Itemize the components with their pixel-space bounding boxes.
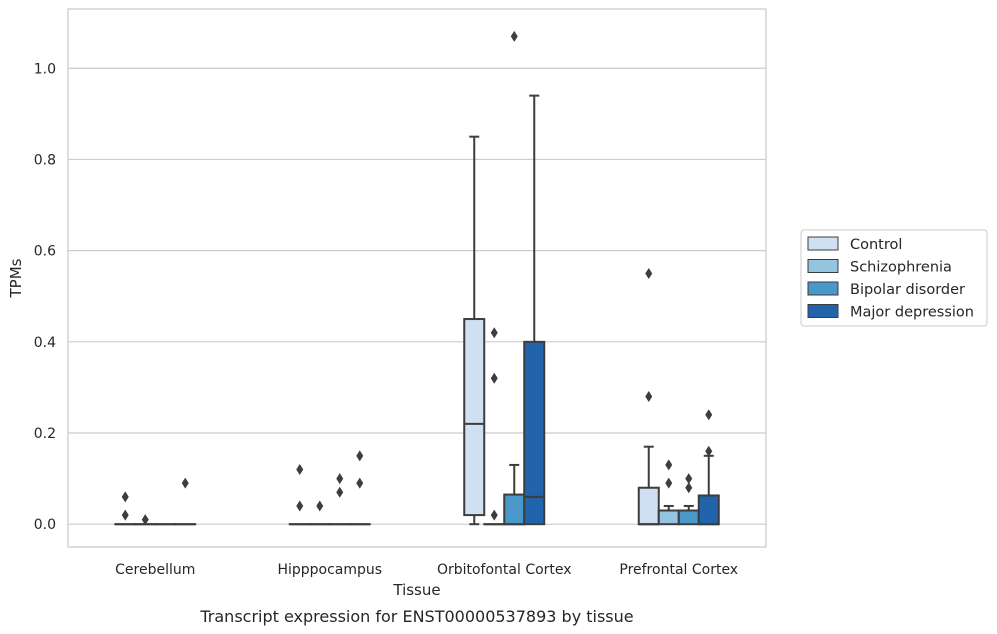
outlier-point	[490, 327, 498, 339]
chart-caption: Transcript expression for ENST0000053789…	[199, 607, 633, 626]
legend-entry: Schizophrenia	[850, 260, 952, 276]
outlier-point	[705, 445, 713, 457]
box-group	[174, 477, 197, 526]
box-group	[134, 514, 157, 526]
y-axis-label: TPMs	[7, 258, 25, 298]
outlier-point	[510, 30, 518, 42]
outlier-point	[685, 473, 693, 485]
x-tick-label: Cerebellum	[115, 562, 195, 578]
legend-entry: Major depression	[850, 305, 974, 321]
box-group	[348, 450, 371, 526]
legend: Control Schizophrenia Bipolar disorder Majo…	[800, 229, 988, 327]
x-tick-label: Orbitofontal Cortex	[437, 562, 572, 578]
outlier-point	[490, 372, 498, 384]
y-tick-label: 0.0	[34, 517, 56, 533]
outlier-point	[356, 477, 364, 489]
box-group	[657, 459, 680, 526]
x-tick-label: Prefrontal Cortex	[619, 562, 738, 578]
box-group	[308, 500, 331, 526]
outlier-point	[356, 450, 364, 462]
box-group	[503, 30, 526, 526]
outlier-point	[121, 491, 129, 503]
outlier-point	[336, 486, 344, 498]
outlier-point	[316, 500, 324, 512]
box-layer	[114, 30, 720, 526]
legend-swatch	[807, 304, 839, 318]
y-tick-label: 0.6	[34, 244, 56, 260]
box	[657, 509, 680, 526]
box-group	[637, 267, 660, 526]
outlier-point	[665, 477, 673, 489]
legend-frame	[800, 229, 988, 327]
box-group	[697, 409, 720, 526]
box-group	[677, 473, 700, 526]
grid-lines	[68, 67, 766, 525]
legend-swatch	[807, 259, 839, 273]
box-group	[328, 473, 351, 526]
y-tick-label: 0.8	[34, 152, 56, 168]
x-tick-labels: Cerebellum Hipppocampus Orbitofontal Corte…	[115, 562, 738, 578]
box	[637, 486, 660, 526]
x-tick-label: Hipppocampus	[277, 562, 382, 578]
y-tick-labels: 0.0 0.2 0.4 0.6 0.8 1.0	[34, 61, 56, 533]
outlier-point	[685, 482, 693, 494]
outlier-point	[141, 514, 149, 526]
box	[523, 340, 546, 526]
plot-frame	[67, 8, 767, 548]
box	[677, 509, 700, 526]
outlier-point	[645, 267, 653, 279]
box-group	[523, 94, 546, 526]
outlier-point	[121, 509, 129, 521]
legend-entry: Bipolar disorder	[850, 282, 965, 298]
outlier-point	[705, 409, 713, 421]
outlier-point	[645, 391, 653, 403]
x-axis-label: Tissue	[392, 581, 440, 599]
box-group	[114, 491, 137, 526]
box-group	[288, 463, 311, 526]
box	[697, 494, 720, 526]
outlier-point	[490, 509, 498, 521]
y-tick-label: 0.2	[34, 426, 56, 442]
outlier-point	[336, 473, 344, 485]
legend-swatch	[807, 281, 839, 296]
legend-entry: Control	[850, 237, 902, 253]
box	[503, 493, 526, 526]
outlier-point	[296, 463, 304, 475]
box-group	[463, 135, 486, 526]
y-tick-label: 1.0	[34, 61, 56, 77]
box	[463, 318, 486, 517]
legend-swatch	[807, 236, 839, 251]
y-tick-label: 0.4	[34, 335, 56, 351]
box-group	[483, 327, 506, 526]
outlier-point	[665, 459, 673, 471]
outlier-point	[181, 477, 189, 489]
outlier-point	[296, 500, 304, 512]
